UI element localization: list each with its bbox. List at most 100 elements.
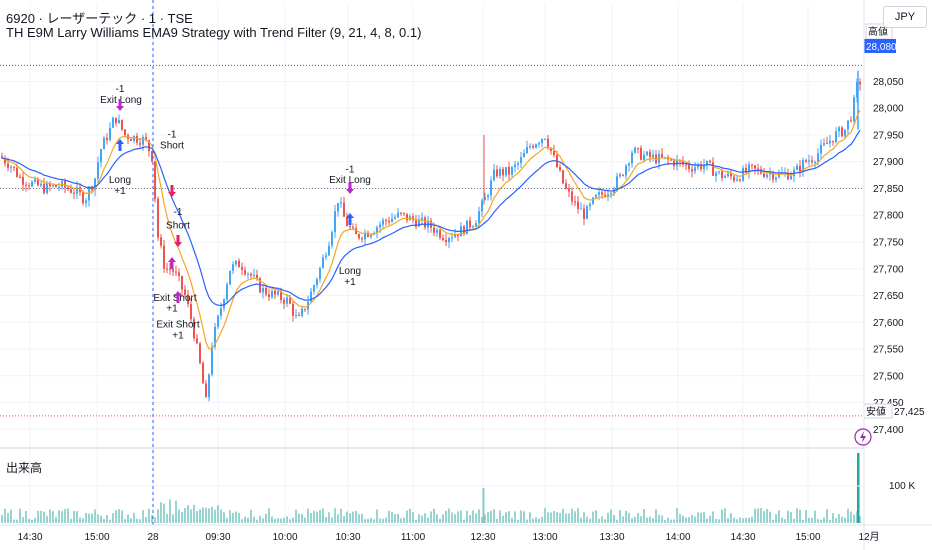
volume-bar — [826, 509, 828, 523]
volume-bar — [619, 510, 621, 523]
volume-bar — [433, 508, 435, 523]
candle-body — [25, 184, 27, 186]
symbol-title[interactable]: 6920 · レーザーテック · 1 · TSE — [6, 11, 193, 26]
candle-body — [343, 202, 345, 217]
candle-body — [739, 179, 741, 181]
volume-bar — [418, 514, 420, 523]
candle-body — [844, 129, 846, 137]
volume-bar — [85, 513, 87, 523]
candle-body — [694, 167, 696, 172]
volume-bar — [604, 519, 606, 523]
candle-body — [550, 147, 552, 151]
volume-bar — [445, 510, 447, 523]
candle-body — [799, 165, 801, 172]
volume-bar — [715, 519, 717, 523]
time-axis[interactable]: 14:30 15:00 28 09:30 10:00 10:30 11:00 12:30 13:… — [17, 531, 879, 543]
price-tick-label: 27,950 — [873, 130, 904, 141]
volume-bar — [229, 510, 231, 523]
time-tick-label: 10:00 — [272, 532, 297, 543]
candle-body — [406, 213, 408, 221]
signal-arrow — [174, 291, 182, 303]
candle-body — [88, 187, 90, 201]
candle-body — [610, 193, 612, 195]
volume-pane-title[interactable]: 出来高 — [6, 461, 43, 475]
volume-axis-label: 100 K — [889, 481, 915, 492]
candle-body — [802, 160, 804, 172]
volume-bar — [523, 511, 525, 523]
time-tick-label: 15:00 — [84, 532, 109, 543]
volume-bar — [304, 517, 306, 523]
candle-body — [1, 156, 3, 159]
volume-bar — [802, 519, 804, 523]
candle-body — [358, 234, 360, 239]
candle-body — [337, 203, 339, 212]
lightning-icon[interactable] — [854, 428, 872, 446]
volume-bar — [466, 510, 468, 523]
volume-bar — [166, 513, 168, 523]
candle-body — [112, 117, 114, 128]
volume-bar — [406, 510, 408, 523]
volume-bar — [76, 511, 78, 523]
volume-bar — [529, 512, 531, 523]
candle-body — [364, 232, 366, 240]
volume-bar — [712, 511, 714, 523]
volume-bar — [652, 518, 654, 523]
volume-bar — [202, 507, 204, 523]
volume-bar — [211, 506, 213, 523]
currency-button[interactable]: JPY — [883, 6, 927, 28]
volume-bar — [586, 516, 588, 523]
strategy-title[interactable]: TH E9M Larry Williams EMA9 Strategy with… — [6, 25, 422, 40]
volume-bar — [64, 508, 66, 523]
volume-bar — [520, 510, 522, 523]
candle-body — [331, 232, 333, 246]
volume-bar — [178, 509, 180, 523]
volume-bar — [640, 516, 642, 523]
volume-bar — [439, 518, 441, 523]
volume-bar — [436, 514, 438, 523]
candle-body — [247, 273, 249, 275]
candle-body — [151, 151, 153, 162]
volume-bar — [484, 514, 486, 523]
volume-bar — [700, 512, 702, 523]
candle-body — [478, 211, 480, 224]
price-axis[interactable]: 28,050 28,000 27,950 27,900 27,850 27,800 27,7… — [863, 0, 932, 525]
volume-bar — [25, 510, 27, 523]
volume-bar — [490, 510, 492, 523]
candle-body — [433, 227, 435, 233]
annotation-label: -1 — [116, 84, 125, 95]
annotation-label: +1 — [166, 304, 178, 315]
volume-bar — [730, 513, 732, 523]
candle-body — [811, 160, 813, 163]
candle-body — [538, 143, 540, 145]
volume-bar — [658, 514, 660, 523]
volume-bar — [607, 512, 609, 523]
candle-body — [49, 183, 51, 187]
volume-bar — [628, 512, 630, 523]
volume-bar — [172, 514, 174, 523]
volume-bar — [460, 510, 462, 523]
candle-body — [436, 229, 438, 233]
volume-bar — [595, 510, 597, 523]
volume-bar — [46, 515, 48, 523]
volume-bars — [0, 453, 864, 523]
volume-bar — [571, 508, 573, 523]
volume-bar — [145, 517, 147, 523]
moving-averages — [1, 109, 861, 350]
candle-body — [706, 160, 708, 165]
candle-body — [160, 237, 162, 246]
candle-body — [838, 127, 840, 132]
candle-body — [592, 197, 594, 204]
candle-body — [199, 343, 201, 363]
candle-body — [859, 82, 861, 85]
volume-bar — [331, 517, 333, 523]
candle-body — [634, 147, 636, 153]
volume-bar — [790, 512, 792, 523]
volume-bar — [7, 513, 9, 523]
volume-bar — [430, 511, 432, 523]
volume-bar — [106, 514, 108, 523]
volume-bar — [382, 518, 384, 523]
volume-bar — [238, 512, 240, 523]
volume-bar — [292, 517, 294, 523]
volume-bar — [73, 511, 75, 523]
